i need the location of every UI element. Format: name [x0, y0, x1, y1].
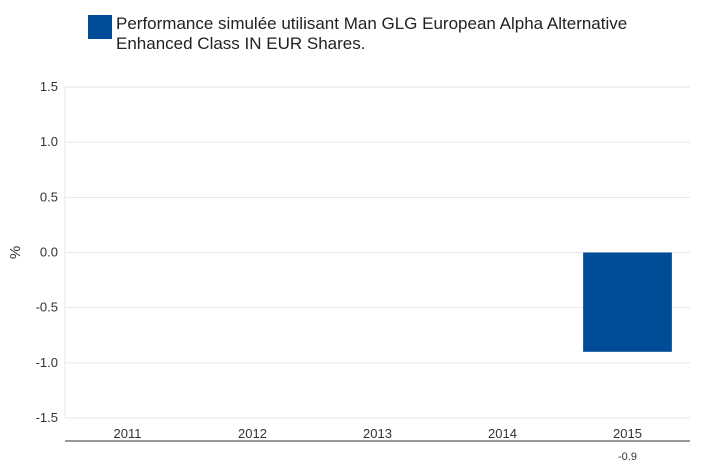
y-tick-label: -1.5 [36, 410, 58, 425]
y-tick-label: -0.5 [36, 300, 58, 315]
x-tick-label: 2014 [488, 426, 517, 441]
x-tick-label: 2011 [114, 426, 142, 441]
x-axis-ticks: 2011 2012 2013 2014 2015 [114, 426, 642, 441]
legend-swatch [88, 15, 112, 39]
y-axis-ticks: 1.5 1.0 0.5 0.0 -0.5 -1.0 -1.5 [36, 79, 58, 425]
bars [583, 252, 672, 352]
y-tick-label: 1.0 [40, 134, 58, 149]
bar-2015 [583, 252, 672, 352]
y-axis-label: % [7, 246, 24, 259]
x-tick-label: 2015 [613, 426, 642, 441]
legend-label: Performance simulée utilisant Man GLG Eu… [116, 14, 628, 53]
data-labels: -0.9 [618, 451, 637, 463]
chart-legend: Performance simulée utilisant Man GLG Eu… [88, 14, 676, 54]
y-tick-label: -1.0 [36, 355, 58, 370]
y-tick-label: 0.0 [40, 245, 58, 260]
y-tick-label: 1.5 [40, 79, 58, 94]
y-tick-label: 0.5 [40, 189, 58, 204]
x-tick-label: 2012 [238, 426, 267, 441]
x-tick-label: 2013 [363, 426, 392, 441]
data-label: -0.9 [618, 451, 637, 463]
